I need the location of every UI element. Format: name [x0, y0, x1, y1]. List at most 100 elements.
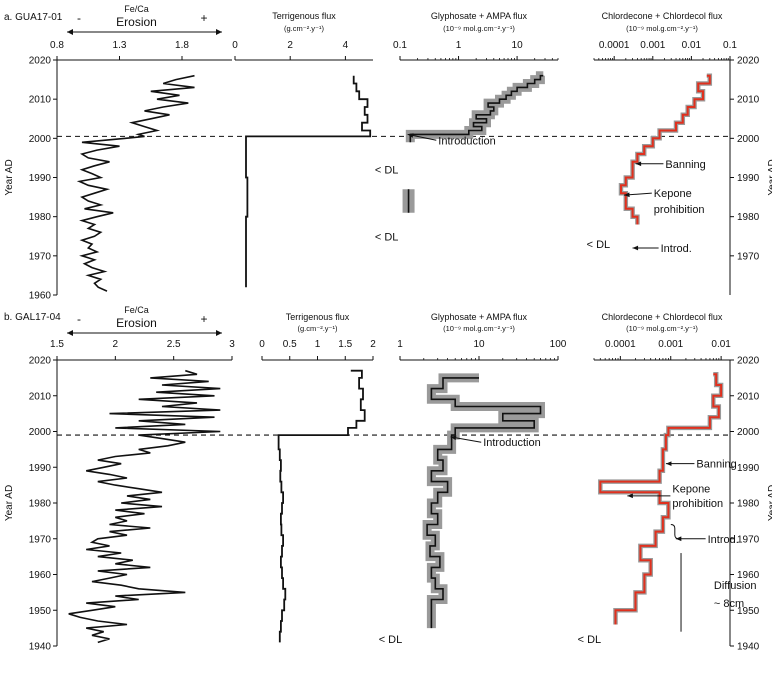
x-tick-label: 2 [287, 40, 293, 51]
arrow-kepone-b-head-icon [627, 493, 633, 499]
arrow-introd-a-head-icon [632, 245, 639, 251]
annotation-diffusion: Diffusion [714, 580, 757, 592]
right-y-tick-label: 2000 [737, 427, 760, 438]
annotation-dl: < DL [375, 231, 399, 243]
panel-b: b. GAL17-04 1940 1950 1960 1970 1980 1990 2000 2… [4, 305, 772, 653]
annotation-banning: Banning [665, 159, 705, 171]
erosion-arrow-right-icon [216, 330, 222, 336]
y-tick-label: 2010 [29, 391, 52, 402]
annotation-introduction: Introduction [438, 135, 495, 147]
x-tick-label: 0.0001 [605, 339, 636, 350]
x-tick-label: 4 [343, 40, 349, 51]
x-tick-label: 2 [370, 339, 376, 350]
x-tick-label: 1.5 [338, 339, 352, 350]
right-y-axis-label: Year AD [767, 485, 772, 521]
arrow-banning-a-head-icon [635, 161, 642, 167]
introd-bracket [670, 523, 679, 540]
panel-label: a. GUA17-01 [4, 12, 63, 23]
uncertainty-band [422, 373, 545, 629]
arrow-introduction-a-head-icon [407, 133, 414, 138]
right-y-tick-label: 1970 [737, 251, 760, 262]
x-tick-label: 1.8 [175, 40, 189, 51]
x-tick-label: 0.001 [640, 40, 665, 51]
right-y-tick-label: 1980 [737, 499, 760, 510]
column-2: Terrigenous flux (g.cm⁻².y⁻¹) 0 0.5 1 1.5 2 [259, 312, 376, 643]
x-tick-label: 10 [473, 339, 485, 350]
erosion-label: Erosion [116, 15, 157, 29]
arrow-banning-b-head-icon [665, 461, 672, 467]
column-unit: (g.cm⁻².y⁻¹) [298, 324, 338, 333]
annotation-dl: < DL [587, 239, 611, 251]
x-tick-label: 10 [512, 40, 524, 51]
x-tick-label: 2 [113, 339, 119, 350]
column-title: Chlordecone + Chlordecol flux [602, 312, 723, 322]
y-tick-label: 2000 [29, 427, 52, 438]
column-3: Glyphosate + AMPA flux (10⁻⁹ mol.g.cm⁻².y… [375, 11, 559, 243]
column-3: Glyphosate + AMPA flux (10⁻⁹ mol.g.cm⁻².y… [379, 312, 567, 646]
right-y-tick-label: 1990 [737, 173, 760, 184]
column-title: Fe/Ca [124, 4, 149, 14]
annotation-dl: < DL [375, 165, 399, 177]
right-y-tick-label: 1950 [737, 606, 760, 617]
x-tick-label: 0.0001 [599, 40, 630, 51]
right-y-tick-label: 2020 [737, 356, 760, 367]
right-y-tick-label: 1990 [737, 463, 760, 474]
column-title: Terrigenous flux [272, 11, 336, 21]
column-title: Chlordecone + Chlordecol flux [602, 11, 723, 21]
y-tick-label: 1940 [29, 642, 52, 653]
annotation-dl: < DL [578, 634, 602, 646]
column-unit: (10⁻⁹ mol.g.cm⁻².y⁻¹) [443, 24, 515, 33]
y-tick-label: 1950 [29, 606, 52, 617]
panel-label: b. GAL17-04 [4, 312, 61, 323]
right-y-tick-label: 2020 [737, 56, 760, 67]
chlordecone-band [618, 73, 713, 225]
glyphosate-step-line [409, 74, 544, 143]
y-tick-label: 1970 [29, 251, 52, 262]
x-tick-label: 1 [456, 40, 462, 51]
x-tick-label: 0.1 [393, 40, 407, 51]
y-tick-label: 1960 [29, 291, 52, 302]
minus-sign: - [77, 312, 81, 326]
y-tick-label: 1960 [29, 570, 52, 581]
x-tick-label: 1 [315, 339, 321, 350]
panel-a: a. GUA17-011960197019801990200020102020Y… [4, 4, 772, 302]
chlordecone-step-line [620, 74, 711, 225]
y-tick-label: 1980 [29, 212, 52, 223]
y-tick-label: 2010 [29, 95, 52, 106]
y-tick-label: 1980 [29, 499, 52, 510]
annotation-introd: Introd. [661, 243, 692, 255]
x-tick-label: 1 [397, 339, 403, 350]
x-tick-label: 0.8 [50, 40, 64, 51]
column-4: Chlordecone + Chlordecol flux (10⁻⁹ mol.g… [578, 312, 772, 653]
column-unit: (10⁻⁹ mol.g.cm⁻².y⁻¹) [443, 324, 515, 333]
chlordecone-step-line [599, 373, 723, 625]
annotation-prohibition: prohibition [654, 204, 705, 216]
x-tick-label: 0.01 [711, 339, 731, 350]
y-tick-label: 1970 [29, 534, 52, 545]
annotation-kepone: Kepone [672, 484, 710, 496]
right-y-tick-label: 1940 [737, 642, 760, 653]
annotation-dl: < DL [379, 634, 403, 646]
y-axis-label: Year AD [4, 485, 15, 521]
terrigenous-step-line [277, 369, 366, 643]
x-tick-label: 0.5 [283, 339, 297, 350]
right-y-tick-label: 1970 [737, 534, 760, 545]
erosion-label: Erosion [116, 316, 157, 330]
column-2: Terrigenous flux (g.cm⁻².y⁻¹) 0 2 4 [232, 11, 373, 288]
erosion-arrow-left-icon [67, 330, 73, 336]
column-4: Chlordecone + Chlordecol flux (10⁻⁹ mol.g… [587, 11, 772, 295]
right-y-tick-label: 1980 [737, 212, 760, 223]
column-title: Fe/Ca [124, 305, 149, 315]
right-y-tick-label: 2010 [737, 391, 760, 402]
annotation-introduction: Introduction [483, 437, 540, 449]
x-tick-label: 0 [259, 339, 265, 350]
uncertainty-band [405, 71, 545, 143]
fe-ca-line [68, 369, 221, 644]
right-y-tick-label: 1960 [737, 570, 760, 581]
column-title: Glyphosate + AMPA flux [431, 312, 528, 322]
x-tick-label: 0.1 [723, 40, 737, 51]
y-tick-label: 2020 [29, 56, 52, 67]
right-y-tick-label: 2010 [737, 95, 760, 106]
column-unit: (10⁻⁹ mol.g.cm⁻².y⁻¹) [626, 24, 698, 33]
minus-sign: - [77, 11, 81, 25]
